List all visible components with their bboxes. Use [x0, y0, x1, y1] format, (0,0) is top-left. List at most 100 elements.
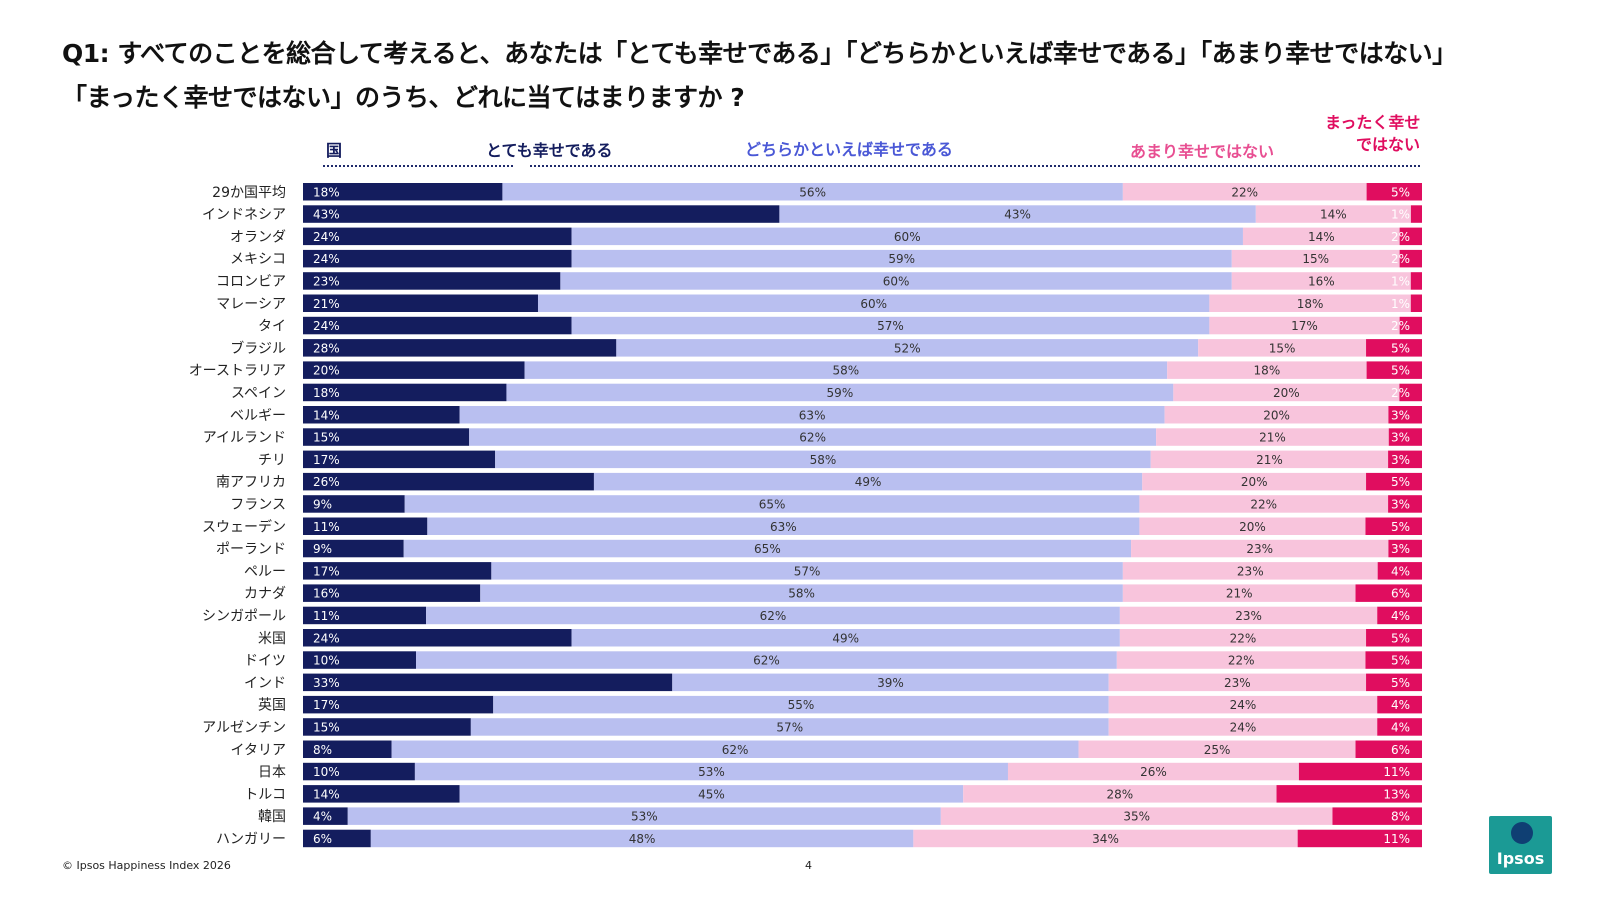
value-label-not-very-happy: 35%: [1123, 810, 1150, 824]
bar-very-happy: [303, 450, 496, 469]
category-label: カナダ: [244, 586, 286, 602]
bar-very-happy: [303, 517, 428, 535]
value-label-rather-happy: 62%: [753, 654, 780, 668]
bar-not-very-happy: [1119, 606, 1378, 625]
ipsos-logo: Ipsos: [1489, 816, 1552, 874]
value-label-not-very-happy: 18%: [1254, 364, 1281, 378]
value-label-rather-happy: 60%: [860, 297, 887, 311]
value-label-very-happy: 16%: [313, 587, 340, 601]
bar-very-happy: [303, 227, 572, 246]
bar-not-at-all: [1366, 339, 1422, 357]
bar-not-very-happy: [1198, 339, 1367, 357]
bar-not-very-happy: [1142, 472, 1367, 491]
bar-not-at-all: [1410, 205, 1422, 223]
bar-rather-happy: [672, 673, 1109, 692]
bar-not-at-all: [1297, 829, 1422, 848]
value-label-very-happy: 8%: [313, 743, 332, 757]
value-label-very-happy: 9%: [313, 497, 332, 511]
category-label: トルコ: [244, 787, 286, 803]
value-label-not-at-all: 13%: [1383, 787, 1410, 801]
header-not-at-all-line2: ではない: [1355, 135, 1420, 154]
bar-very-happy: [303, 807, 348, 825]
value-label-not-very-happy: 22%: [1250, 497, 1277, 511]
bar-not-at-all: [1388, 495, 1422, 513]
bar-very-happy: [303, 249, 572, 268]
value-label-not-at-all: 4%: [1391, 564, 1410, 578]
header-divider-right: [530, 165, 1420, 167]
category-label: 韓国: [258, 809, 286, 825]
category-label: コロンビア: [216, 274, 286, 290]
bar-rather-happy: [495, 450, 1151, 469]
category-label: チリ: [258, 452, 286, 468]
bar-very-happy: [303, 428, 470, 446]
value-label-not-very-happy: 28%: [1107, 787, 1134, 801]
value-label-not-very-happy: 24%: [1230, 720, 1257, 734]
bar-not-at-all: [1365, 651, 1422, 669]
bar-very-happy: [303, 629, 572, 647]
value-label-very-happy: 4%: [313, 810, 332, 824]
bar-very-happy: [303, 183, 503, 201]
value-label-rather-happy: 62%: [760, 609, 787, 623]
bar-rather-happy: [560, 272, 1232, 290]
bar-rather-happy: [537, 294, 1210, 312]
bar-not-at-all: [1332, 807, 1422, 825]
bar-not-very-happy: [1231, 272, 1411, 290]
bar-not-very-happy: [1139, 517, 1366, 535]
value-label-very-happy: 11%: [313, 520, 340, 534]
bar-not-at-all: [1377, 606, 1422, 625]
bar-very-happy: [303, 829, 371, 848]
value-label-not-at-all: 2%: [1391, 230, 1410, 244]
value-label-rather-happy: 56%: [799, 185, 826, 199]
header-divider-left: [323, 165, 513, 167]
value-label-not-very-happy: 23%: [1246, 542, 1273, 556]
logo-text: Ipsos: [1496, 849, 1545, 868]
bar-not-very-happy: [1122, 562, 1378, 580]
bar-rather-happy: [571, 227, 1243, 246]
logo-mark-icon: [1511, 822, 1533, 844]
bar-very-happy: [303, 651, 417, 669]
value-label-rather-happy: 58%: [833, 364, 860, 378]
category-label: ドイツ: [244, 653, 286, 669]
value-label-not-very-happy: 20%: [1263, 408, 1290, 422]
bar-not-at-all: [1388, 539, 1422, 558]
category-label: ベルギー: [230, 408, 286, 424]
category-label: スウェーデン: [202, 518, 286, 535]
bar-very-happy: [303, 539, 404, 558]
value-label-very-happy: 17%: [313, 564, 340, 578]
bar-not-at-all: [1366, 673, 1422, 692]
value-label-very-happy: 24%: [313, 252, 340, 266]
bar-very-happy: [303, 584, 481, 602]
value-label-not-at-all: 4%: [1391, 609, 1410, 623]
value-label-rather-happy: 58%: [788, 587, 815, 601]
category-label: オランダ: [230, 229, 286, 245]
category-label: メキシコ: [230, 252, 286, 268]
bar-rather-happy: [571, 249, 1232, 268]
value-label-rather-happy: 49%: [832, 631, 859, 645]
category-label: インドネシア: [202, 207, 286, 223]
bar-not-at-all: [1355, 584, 1422, 602]
value-label-not-very-happy: 21%: [1226, 587, 1253, 601]
value-label-not-at-all: 6%: [1391, 743, 1410, 757]
value-label-very-happy: 24%: [313, 631, 340, 645]
bar-rather-happy: [391, 740, 1079, 758]
bar-very-happy: [303, 272, 561, 290]
value-label-not-at-all: 2%: [1391, 252, 1410, 266]
bar-rather-happy: [404, 495, 1140, 513]
value-label-very-happy: 10%: [313, 654, 340, 668]
title-line-2: 「まったく幸せではない」のうち、どれに当てはまりますか ?: [62, 83, 745, 112]
bar-not-very-happy: [1150, 450, 1389, 469]
value-label-very-happy: 18%: [313, 185, 340, 199]
bar-very-happy: [303, 316, 572, 335]
bar-very-happy: [303, 562, 492, 580]
value-label-not-very-happy: 20%: [1239, 520, 1266, 534]
bar-not-very-happy: [1139, 495, 1389, 513]
bar-rather-happy: [506, 383, 1174, 402]
bar-rather-happy: [480, 584, 1123, 602]
bar-not-at-all: [1276, 785, 1422, 803]
bar-not-at-all: [1377, 695, 1422, 714]
bar-not-at-all: [1377, 718, 1422, 736]
title-line-1: Q1: すべてのことを総合して考えると、あなたは「とても幸せである」「どちらかと…: [62, 39, 1457, 68]
value-label-not-at-all: 5%: [1391, 475, 1410, 489]
bar-not-at-all: [1366, 472, 1422, 491]
